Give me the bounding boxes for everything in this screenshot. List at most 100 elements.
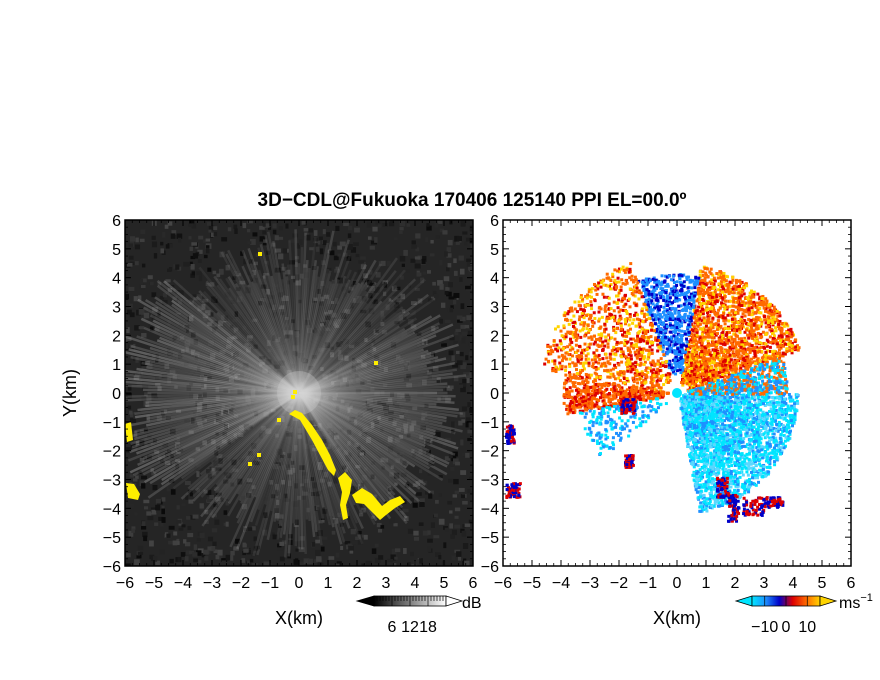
velocity-pixel: [596, 284, 600, 288]
velocity-pixel: [755, 315, 759, 319]
noise-speck: [470, 491, 473, 495]
velocity-pixel: [613, 314, 617, 318]
noise-speck: [281, 451, 286, 456]
velocity-pixel: [604, 339, 608, 343]
noise-speck: [357, 502, 362, 508]
noise-speck: [342, 252, 348, 257]
echo-ray: [298, 314, 441, 395]
velocity-pixel: [701, 273, 705, 277]
velocity-pixel: [671, 274, 675, 278]
noise-speck: [458, 384, 464, 388]
velocity-pixel: [676, 291, 680, 295]
noise-speck: [271, 252, 277, 258]
velocity-pixel: [777, 334, 781, 338]
highlight-speck: [374, 361, 378, 365]
velocity-pixel: [696, 279, 700, 283]
velocity-pixel: [688, 353, 692, 357]
velocity-pixel: [678, 333, 682, 337]
noise-speck: [188, 223, 194, 227]
velocity-pixel: [661, 343, 665, 347]
noise-speck: [141, 526, 147, 530]
velocity-pixel: [701, 372, 705, 376]
velocity-pixel: [686, 355, 690, 359]
noise-speck: [251, 526, 256, 531]
noise-speck: [318, 236, 323, 241]
noise-speck: [173, 264, 178, 269]
echo-ray: [297, 392, 346, 543]
velocity-pixel: [677, 361, 681, 365]
echo-ray: [145, 365, 300, 395]
noise-speck: [254, 261, 259, 266]
y-tick-label: 0: [112, 386, 121, 403]
noise-speck: [339, 341, 344, 346]
velocity-pixel: [687, 372, 691, 376]
velocity-pixel: [763, 315, 767, 319]
noise-speck: [394, 548, 401, 553]
echo-ray: [298, 356, 439, 395]
velocity-pixel: [698, 336, 702, 340]
noise-speck: [226, 389, 231, 394]
echo-ray: [298, 385, 450, 395]
velocity-pixel: [669, 316, 673, 320]
noise-speck: [167, 377, 172, 384]
velocity-pixel: [665, 324, 669, 328]
noise-speck: [382, 280, 388, 284]
noise-speck: [279, 305, 285, 310]
velocity-pixel: [675, 349, 679, 353]
noise-speck: [139, 429, 145, 433]
noise-speck: [412, 406, 418, 411]
echo-ray: [137, 391, 300, 467]
velocity-pixel: [695, 333, 699, 337]
velocity-pixel: [702, 320, 706, 324]
noise-speck: [241, 314, 247, 321]
noise-speck: [131, 526, 136, 530]
echo-ray: [200, 392, 300, 498]
velocity-pixel: [728, 353, 732, 357]
echo-ray: [298, 302, 396, 394]
velocity-pixel: [650, 325, 654, 329]
velocity-pixel: [751, 303, 755, 307]
velocity-pixel: [647, 289, 651, 293]
noise-speck: [425, 237, 429, 242]
noise-speck: [469, 407, 473, 413]
noise-speck: [462, 231, 468, 235]
noise-speck: [469, 237, 473, 244]
velocity-pixel: [707, 295, 711, 299]
noise-speck: [157, 281, 162, 286]
echo-ray: [298, 391, 450, 465]
noise-speck: [308, 420, 315, 426]
noise-speck: [365, 342, 372, 347]
velocity-pixel: [695, 330, 699, 334]
noise-speck: [369, 285, 376, 291]
velocity-pixel: [659, 330, 663, 334]
noise-speck: [278, 523, 283, 529]
noise-speck: [161, 508, 165, 515]
noise-speck: [288, 427, 294, 433]
echo-ray: [298, 300, 383, 394]
velocity-pixel: [717, 371, 721, 375]
noise-speck: [295, 274, 300, 281]
velocity-pixel: [729, 358, 733, 362]
velocity-pixel: [637, 279, 641, 283]
noise-speck: [319, 426, 323, 431]
noise-speck: [264, 327, 268, 333]
velocity-pixel: [770, 329, 774, 333]
noise-speck: [456, 236, 462, 242]
noise-speck: [347, 244, 353, 250]
velocity-pixel: [599, 336, 603, 340]
noise-speck: [268, 395, 274, 402]
noise-speck: [355, 253, 360, 258]
noise-speck: [135, 237, 139, 243]
velocity-pixel: [560, 353, 564, 357]
velocity-pixel: [674, 372, 678, 376]
noise-speck: [388, 360, 394, 366]
noise-speck: [342, 377, 348, 383]
noise-speck: [141, 475, 147, 480]
velocity-pixel: [731, 287, 735, 291]
noise-speck: [334, 268, 340, 273]
velocity-pixel: [664, 274, 668, 278]
velocity-pixel: [675, 342, 679, 346]
velocity-pixel: [740, 294, 744, 298]
velocity-pixel: [780, 335, 784, 339]
echo-ray: [297, 392, 332, 526]
